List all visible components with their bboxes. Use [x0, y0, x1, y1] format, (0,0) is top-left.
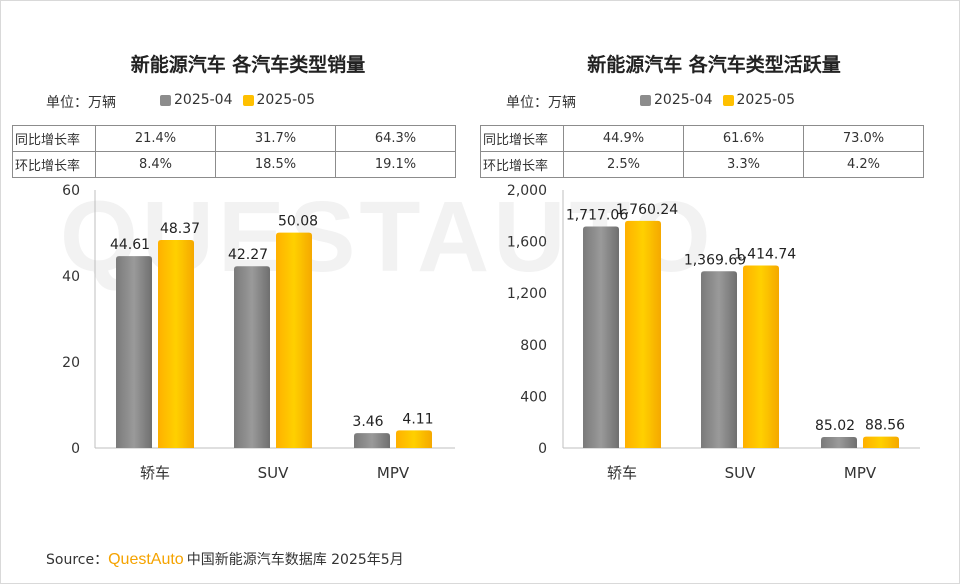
right-legend: 2025-04 2025-05 [640, 92, 805, 108]
y-tick-label: 0 [71, 441, 80, 457]
bar [821, 437, 857, 448]
legend-label-2025-04: 2025-04 [174, 92, 233, 108]
bar [116, 256, 152, 448]
y-tick-label: 400 [520, 389, 547, 405]
data-label: 88.56 [865, 418, 905, 434]
legend-item-2025-04: 2025-04 [160, 92, 233, 108]
data-label: 42.27 [228, 247, 268, 263]
legend-swatch-2025-05 [722, 94, 734, 106]
data-label: 50.08 [278, 214, 318, 230]
source-brand: QuestAuto [108, 551, 184, 568]
left-sales-chart: 0 20 40 60 轿车 SUV MPV 44.61 42.27 3.46 48.37 50.08 4… [62, 183, 455, 482]
bar [396, 430, 432, 448]
bar [354, 433, 390, 448]
y-tick-label: 60 [62, 183, 80, 199]
right-chart-title: 新能源汽车 各汽车类型活跃量 [587, 54, 841, 76]
data-label: 85.02 [815, 418, 855, 434]
y-tick-label: 1,200 [507, 286, 547, 302]
source-text: 中国新能源汽车数据库 2025年5月 [186, 552, 404, 568]
y-tick-label: 0 [538, 441, 547, 457]
table-cell: 8.4% [95, 151, 216, 178]
legend-swatch-2025-05 [242, 94, 254, 106]
data-label: 48.37 [160, 221, 200, 237]
data-label: 1,369.69 [684, 252, 746, 268]
x-tick-label: MPV [844, 464, 877, 482]
table-cell: 3.3% [683, 151, 804, 178]
table-row: 同比增长率 21.4% 31.7% 64.3% [12, 125, 456, 152]
row-label: 同比增长率 [12, 125, 96, 152]
y-tick-label: 20 [62, 355, 80, 371]
data-label: 1,760.24 [616, 202, 678, 218]
x-tick-label: MPV [377, 464, 410, 482]
bar [863, 436, 899, 448]
left-chart-title: 新能源汽车 各汽车类型销量 [130, 54, 366, 76]
table-row: 环比增长率 8.4% 18.5% 19.1% [12, 151, 456, 178]
y-tick-label: 2,000 [507, 183, 547, 199]
data-label: 3.46 [352, 414, 383, 430]
data-label: 1,717.06 [566, 207, 628, 223]
bar [625, 220, 661, 448]
table-cell: 31.7% [215, 125, 336, 152]
x-tick-label: SUV [258, 464, 290, 482]
bar [158, 240, 194, 448]
left-unit-label: 单位：万辆 [46, 95, 116, 111]
bar [583, 226, 619, 448]
source-note: Source：QuestAuto 中国新能源汽车数据库 2025年5月 [46, 549, 404, 569]
table-cell: 4.2% [803, 151, 924, 178]
y-tick-label: 40 [62, 269, 80, 285]
bar [701, 271, 737, 448]
bar [276, 232, 312, 448]
x-tick-label: SUV [725, 464, 757, 482]
y-tick-label: 1,600 [507, 235, 547, 251]
row-label: 环比增长率 [480, 151, 564, 178]
data-label: 1,414.74 [734, 246, 796, 262]
bar [234, 266, 270, 448]
table-cell: 19.1% [335, 151, 456, 178]
data-label: 44.61 [110, 237, 150, 253]
legend-label-2025-05: 2025-05 [256, 92, 316, 108]
data-label: 4.11 [402, 411, 433, 427]
row-label: 环比增长率 [12, 151, 96, 178]
left-legend: 2025-04 2025-05 [160, 92, 325, 108]
legend-item-2025-05: 2025-05 [242, 92, 316, 108]
x-tick-label: 轿车 [140, 464, 170, 482]
legend-item-2025-05: 2025-05 [722, 92, 796, 108]
legend-item-2025-04: 2025-04 [640, 92, 713, 108]
table-row: 环比增长率 2.5% 3.3% 4.2% [480, 151, 924, 178]
legend-label-2025-05: 2025-05 [736, 92, 796, 108]
right-unit-label: 单位：万辆 [506, 95, 576, 111]
legend-swatch-2025-04 [640, 94, 651, 106]
x-tick-label: 轿车 [607, 464, 637, 482]
bar [743, 265, 779, 448]
y-tick-label: 800 [520, 338, 547, 354]
right-growth-table: 同比增长率 44.9% 61.6% 73.0% 环比增长率 2.5% 3.3% … [480, 125, 924, 178]
table-cell: 18.5% [215, 151, 336, 178]
legend-label-2025-04: 2025-04 [654, 92, 713, 108]
legend-swatch-2025-04 [160, 94, 171, 106]
source-prefix: Source： [46, 552, 109, 568]
left-growth-table: 同比增长率 21.4% 31.7% 64.3% 环比增长率 8.4% 18.5%… [12, 125, 456, 178]
